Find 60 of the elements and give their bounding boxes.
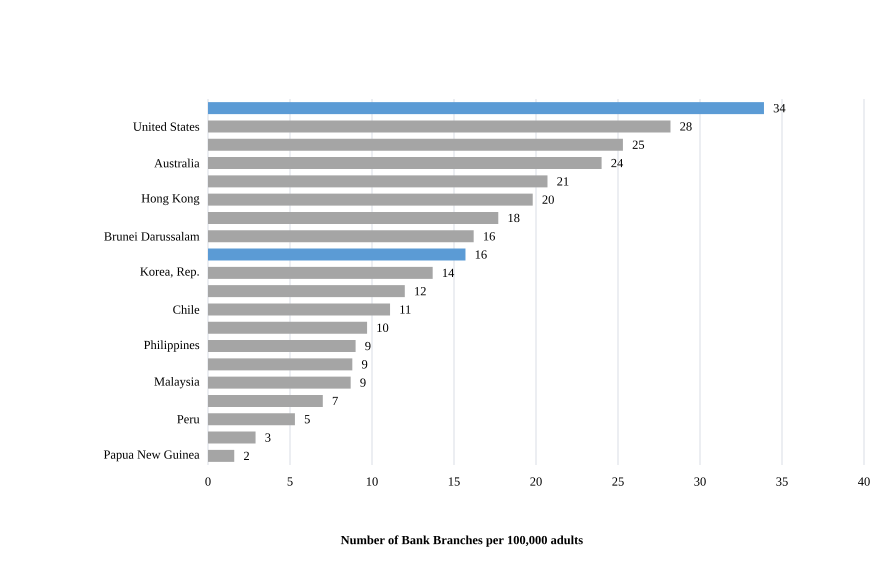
bar	[208, 120, 670, 132]
bar	[208, 413, 295, 426]
y-tick-label: Chile	[173, 305, 200, 314]
bar	[208, 102, 764, 114]
bar	[208, 194, 533, 206]
x-tick-label: 35	[776, 477, 788, 486]
data-label: 34	[774, 104, 786, 112]
y-tick-label: Philippines	[144, 340, 200, 352]
bar	[208, 285, 405, 298]
data-label: 25	[632, 140, 644, 149]
bar	[208, 303, 390, 316]
bar	[208, 157, 602, 170]
data-label: 20	[542, 195, 554, 204]
data-label: 5	[304, 415, 310, 424]
y-tick-label: Peru	[177, 415, 200, 424]
x-tick-label: 20	[530, 477, 542, 486]
data-label: 24	[611, 158, 624, 168]
bar	[208, 340, 356, 352]
bar	[208, 376, 351, 389]
bar	[208, 175, 548, 188]
x-tick-label: 15	[448, 477, 460, 486]
data-label: 11	[400, 305, 410, 314]
x-tick-label: 5	[288, 477, 293, 486]
data-label: 16	[484, 232, 495, 240]
bar	[208, 450, 234, 462]
bar	[208, 432, 256, 444]
data-label: 10	[377, 324, 388, 332]
data-label: 9	[365, 342, 371, 350]
data-label: 14	[442, 268, 454, 277]
y-tick-label: United States	[133, 122, 200, 131]
x-tick-label: 30	[694, 477, 706, 486]
x-tick-label: 25	[612, 477, 624, 486]
bar	[208, 138, 623, 151]
x-tick-label: 10	[366, 477, 378, 486]
data-label: 9	[362, 360, 368, 369]
bar	[208, 266, 433, 279]
bar	[208, 394, 323, 407]
data-label: 3	[265, 433, 270, 442]
data-label: 7	[332, 396, 338, 406]
bar	[208, 358, 352, 370]
y-tick-label: Malaysia	[154, 376, 200, 388]
y-tick-label: Korea, Rep.	[140, 267, 199, 278]
data-label: 28	[680, 122, 692, 131]
data-label: 9	[360, 378, 366, 387]
bar	[208, 230, 474, 242]
x-axis-title: Number of Bank Branches per 100,000 adults	[340, 535, 583, 547]
bar	[208, 212, 498, 224]
x-tick-label: 0	[205, 477, 211, 486]
x-tick-label: 40	[858, 477, 870, 486]
y-tick-label: Brunei Darussalam	[104, 232, 200, 241]
bar	[208, 322, 368, 334]
data-label: 16	[476, 250, 487, 259]
data-label: 18	[508, 214, 520, 222]
y-tick-label: Australia	[154, 158, 200, 168]
y-tick-label: Papua New Guinea	[104, 450, 200, 462]
bar	[208, 248, 466, 261]
y-tick-label: Hong Kong	[142, 194, 200, 206]
data-label: 2	[244, 452, 249, 460]
data-label: 21	[557, 177, 568, 186]
data-label: 12	[415, 287, 426, 296]
